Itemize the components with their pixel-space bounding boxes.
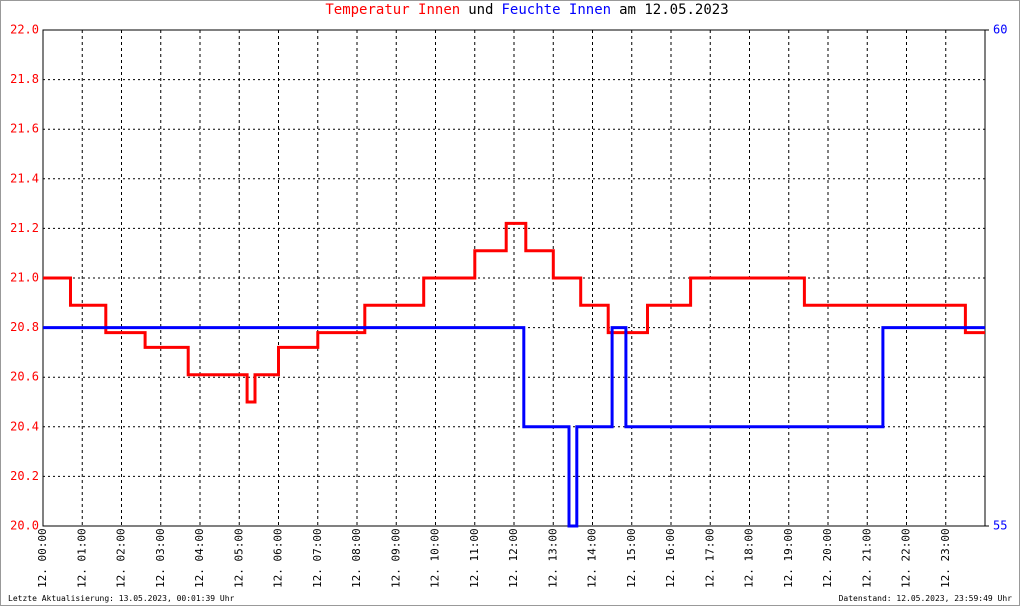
title-part: und [468,2,493,18]
x-tick-label: 12. 18:00 [743,528,756,588]
data-line [43,221,985,404]
y-tick-label: 22.0 [10,23,39,37]
footer-left: Letzte Aktualisierung: 13.05.2023, 00:01… [8,594,235,603]
x-tick-label: 12. 21:00 [860,528,873,588]
x-tick-label: 12. 19:00 [782,528,795,588]
title-part: Feuchte Innen [502,2,612,18]
y2-tick-label: 60 [993,23,1007,37]
x-tick-label: 12. 01:00 [75,528,88,588]
x-tick-label: 12. 16:00 [664,528,677,588]
x-tick-label: 12. 06:00 [272,528,285,588]
x-tick-label: 12. 13:00 [546,528,559,588]
y-tick-label: 20.0 [10,519,39,533]
x-tick-label: 12. 04:00 [193,528,206,588]
x-tick-label: 12. 11:00 [468,528,481,588]
x-tick-label: 12. 12:00 [507,528,520,588]
y2-tick-label: 55 [993,519,1007,533]
chart-title: Temperatur Innen und Feuchte Innen am 12.05… [325,2,728,18]
y-tick-label: 21.8 [10,72,39,86]
x-tick-label: 12. 07:00 [311,528,324,588]
y-tick-label: 20.8 [10,320,39,334]
x-tick-label: 12. 09:00 [389,528,402,588]
x-tick-label: 12. 23:00 [939,528,952,588]
y-tick-label: 21.0 [10,271,39,285]
x-tick-label: 12. 22:00 [900,528,913,588]
x-tick-label: 12. 20:00 [821,528,834,588]
y-tick-label: 20.2 [10,469,39,483]
y-tick-label: 21.4 [10,171,39,185]
x-tick-label: 12. 05:00 [232,528,245,588]
x-tick-label: 12. 00:00 [36,528,49,588]
y-tick-label: 20.6 [10,370,39,384]
y-tick-label: 20.4 [10,419,39,433]
x-tick-label: 12. 03:00 [154,528,167,588]
x-tick-label: 12. 14:00 [586,528,599,588]
x-tick-label: 12. 15:00 [625,528,638,588]
x-tick-label: 12. 02:00 [115,528,128,588]
title-part: am 12.05.2023 [619,2,729,18]
x-tick-label: 12. 17:00 [703,528,716,588]
title-part: Temperatur Innen [325,2,460,18]
x-tick-label: 12. 10:00 [429,528,442,588]
data-line [43,326,985,528]
footer-right: Datenstand: 12.05.2023, 23:59:49 Uhr [839,594,1013,603]
y-tick-label: 21.2 [10,221,39,235]
y-tick-label: 21.6 [10,122,39,136]
x-tick-label: 12. 08:00 [350,528,363,588]
